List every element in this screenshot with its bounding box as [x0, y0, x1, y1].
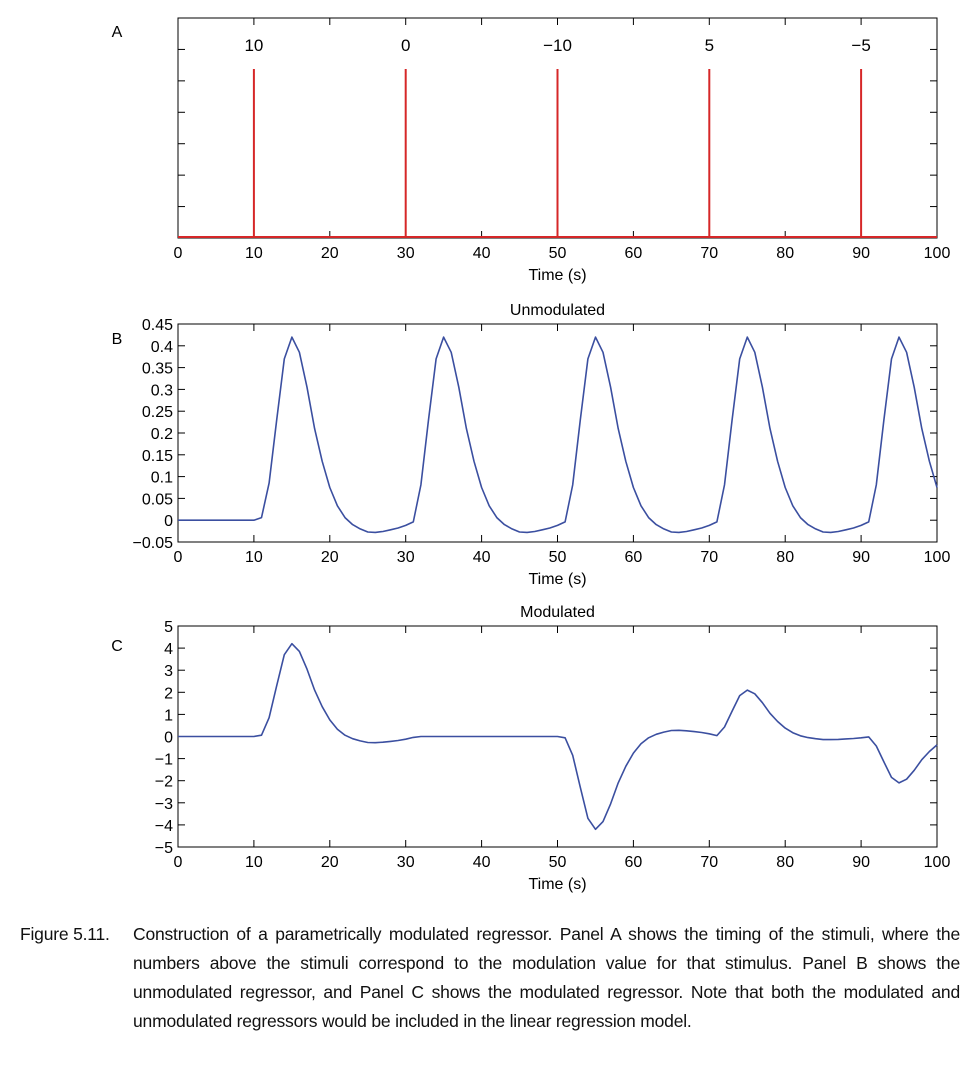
panel-b	[177, 323, 938, 543]
x-tick-label: 40	[473, 549, 491, 566]
x-tick-label: 70	[700, 549, 718, 566]
y-tick-label: 0.15	[142, 448, 173, 465]
y-tick-label: −5	[155, 840, 173, 857]
x-tick-label: 20	[321, 854, 339, 871]
x-tick-label: 40	[473, 854, 491, 871]
y-tick-label: −4	[155, 818, 173, 835]
y-tick-label: 0.3	[151, 382, 173, 399]
y-tick-label: −2	[155, 774, 173, 791]
x-tick-label: 30	[397, 245, 415, 262]
series-line	[178, 336, 938, 534]
figure-caption: Figure 5.11. Construction of a parametri…	[20, 920, 960, 1036]
y-tick-label: −3	[155, 796, 173, 813]
stimulus-value-label: 0	[401, 36, 410, 55]
x-tick-label: 100	[924, 549, 951, 566]
panel-c	[177, 625, 938, 848]
x-tick-label: 30	[397, 549, 415, 566]
x-tick-label: 100	[924, 854, 951, 871]
y-tick-label: 0.05	[142, 491, 173, 508]
x-tick-label: 50	[549, 245, 567, 262]
x-tick-label: 70	[700, 854, 718, 871]
x-axis-label: Time (s)	[528, 267, 586, 284]
panel-a	[177, 17, 938, 239]
y-tick-label: 0	[164, 730, 173, 747]
x-tick-label: 90	[852, 245, 870, 262]
x-tick-label: 0	[174, 245, 183, 262]
x-tick-label: 20	[321, 245, 339, 262]
x-tick-label: 60	[625, 854, 643, 871]
x-tick-label: 10	[245, 245, 263, 262]
x-tick-label: 80	[776, 549, 794, 566]
panel-label: A	[112, 24, 123, 41]
y-tick-label: 0.35	[142, 361, 173, 378]
x-tick-label: 100	[924, 245, 951, 262]
stimulus-value-label: 5	[705, 36, 714, 55]
panel-label: C	[111, 638, 123, 655]
x-tick-label: 50	[549, 854, 567, 871]
x-tick-label: 80	[776, 854, 794, 871]
y-tick-label: −1	[155, 752, 173, 769]
y-tick-label: 0.2	[151, 426, 173, 443]
x-tick-label: 30	[397, 854, 415, 871]
x-tick-label: 10	[245, 854, 263, 871]
panel-title: Modulated	[520, 604, 595, 621]
stimulus-value-label: −5	[851, 36, 870, 55]
x-tick-label: 40	[473, 245, 491, 262]
y-tick-label: 0.45	[142, 317, 173, 334]
x-tick-label: 0	[174, 549, 183, 566]
panel-label: B	[112, 331, 123, 348]
x-tick-label: 80	[776, 245, 794, 262]
x-axis-label: Time (s)	[528, 876, 586, 893]
panel-title: Unmodulated	[510, 302, 605, 319]
plot-frame	[177, 323, 938, 543]
stimulus-value-label: 10	[244, 36, 263, 55]
x-tick-label: 90	[852, 854, 870, 871]
x-tick-label: 10	[245, 549, 263, 566]
x-tick-label: 90	[852, 549, 870, 566]
y-tick-label: 0.4	[151, 339, 173, 356]
y-tick-label: 0.25	[142, 404, 173, 421]
x-tick-label: 60	[625, 549, 643, 566]
caption-text: Construction of a parametrically modulat…	[133, 924, 960, 1031]
x-tick-label: 70	[700, 245, 718, 262]
y-tick-label: 1	[164, 707, 173, 724]
y-tick-label: 5	[164, 619, 173, 636]
caption-label: Figure 5.11.	[20, 924, 110, 944]
x-tick-label: 60	[625, 245, 643, 262]
y-tick-label: 0	[164, 513, 173, 530]
y-tick-label: 0.1	[151, 470, 173, 487]
x-tick-label: 0	[174, 854, 183, 871]
y-tick-label: 4	[164, 641, 173, 658]
y-tick-label: 3	[164, 663, 173, 680]
y-tick-label: 2	[164, 685, 173, 702]
x-tick-label: 50	[549, 549, 567, 566]
y-tick-label: −0.05	[133, 535, 174, 552]
series-line	[178, 642, 938, 831]
stimulus-value-label: −10	[543, 36, 572, 55]
x-tick-label: 20	[321, 549, 339, 566]
x-axis-label: Time (s)	[528, 571, 586, 588]
